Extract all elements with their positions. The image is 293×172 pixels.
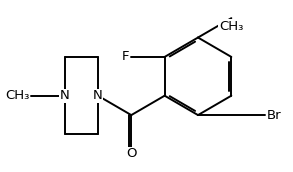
Text: N: N [60, 89, 69, 102]
Text: CH₃: CH₃ [5, 89, 29, 102]
Text: Br: Br [267, 109, 281, 122]
Text: O: O [126, 147, 137, 160]
Text: CH₃: CH₃ [219, 20, 243, 33]
Text: N: N [93, 89, 103, 102]
Text: F: F [122, 50, 130, 63]
